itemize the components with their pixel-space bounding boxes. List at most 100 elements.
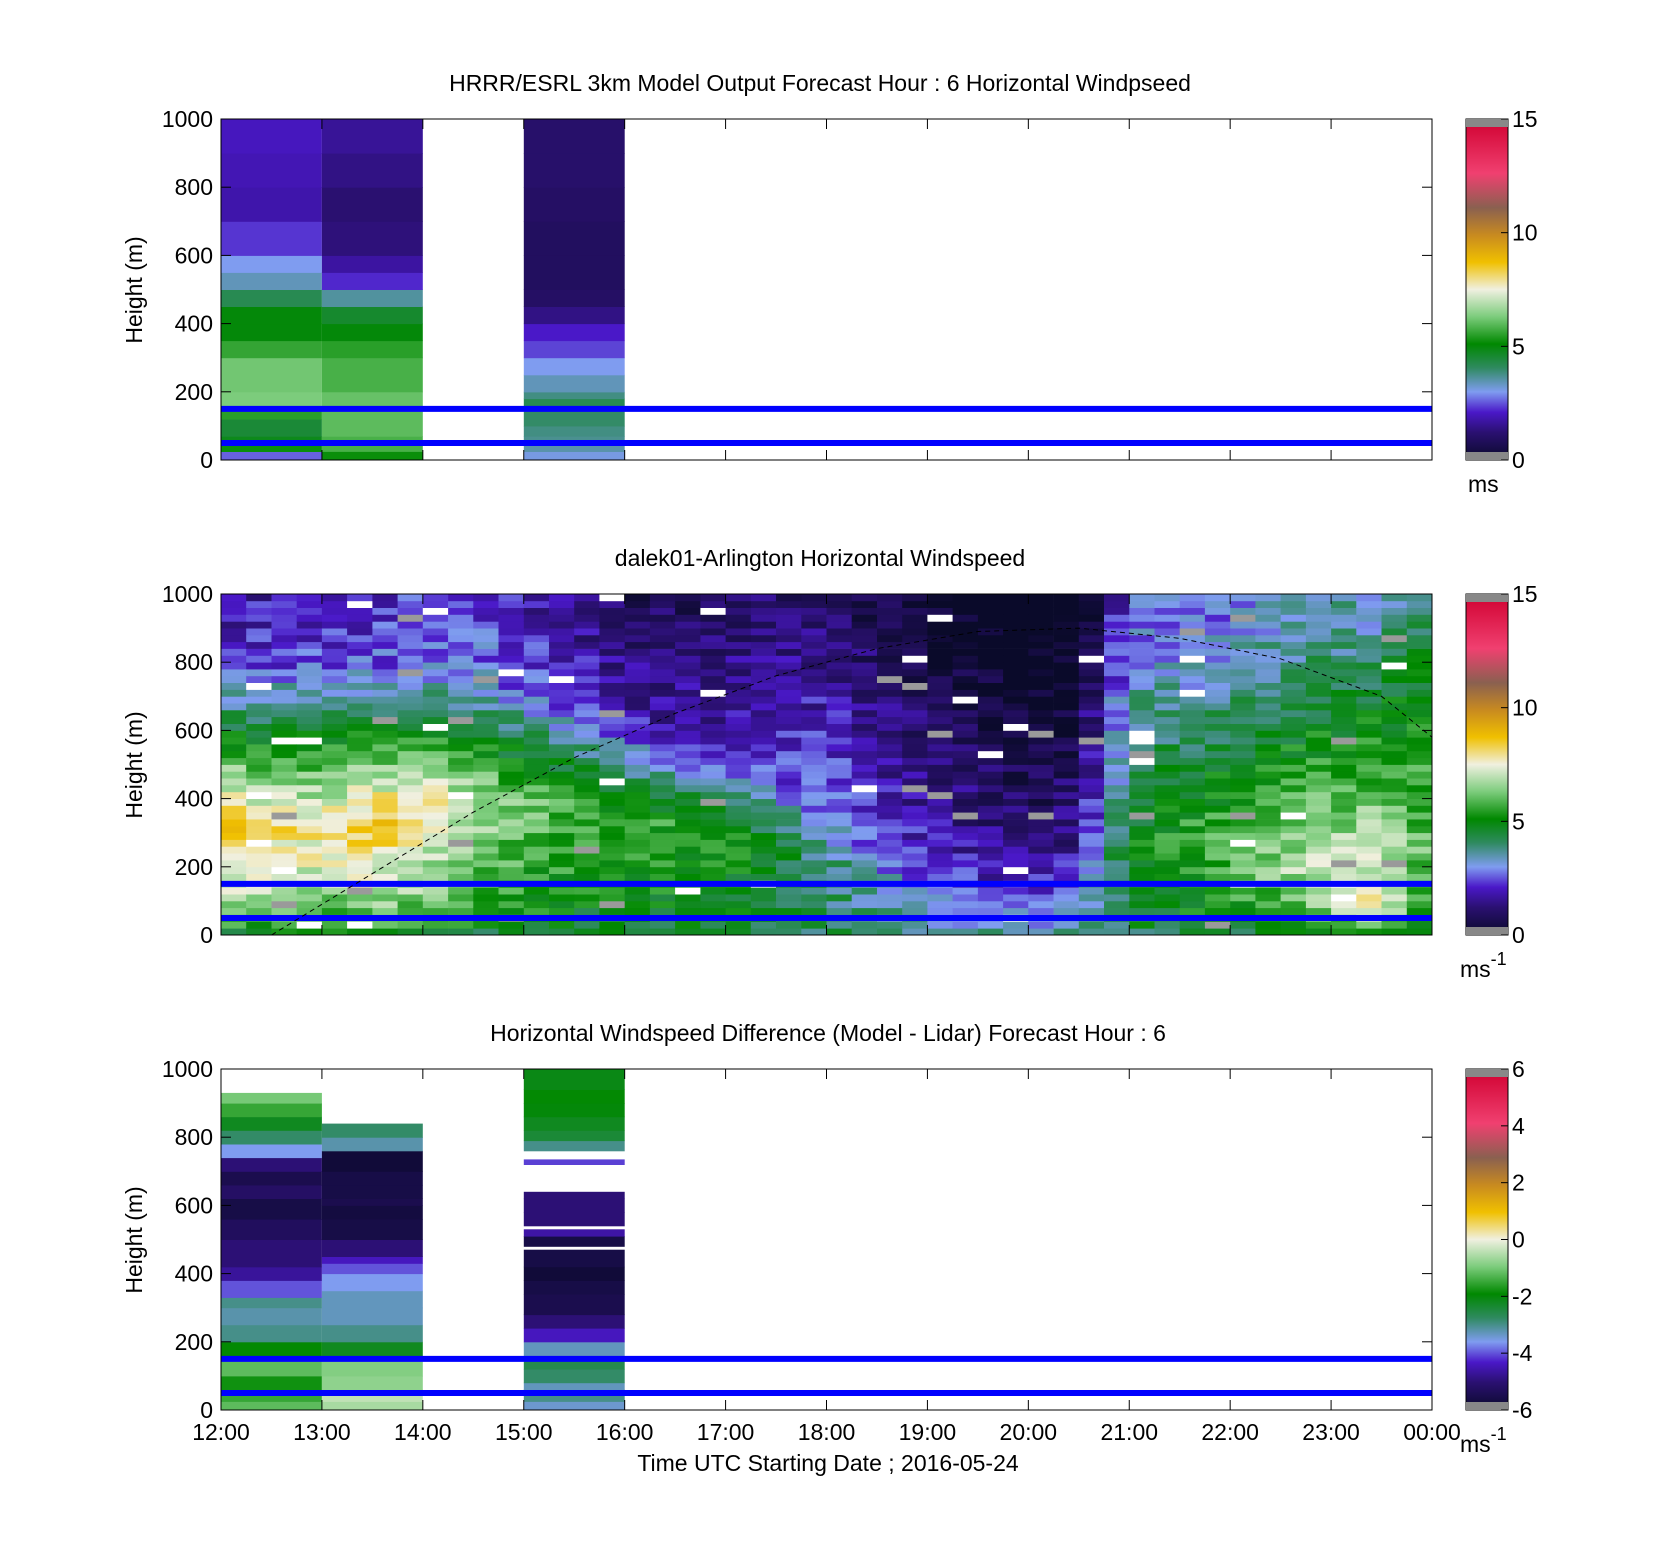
heatmap-cell xyxy=(321,846,348,854)
heatmap-cell xyxy=(498,641,525,649)
heatmap-cell xyxy=(776,730,802,738)
heatmap-cell xyxy=(498,675,525,683)
heatmap-cell xyxy=(1331,778,1357,786)
heatmap-cell xyxy=(1230,757,1256,765)
heatmap-cell xyxy=(523,425,625,437)
heatmap-cell xyxy=(1381,669,1408,677)
heatmap-cell xyxy=(1154,839,1181,847)
heatmap-cell xyxy=(776,825,802,834)
heatmap-cell xyxy=(1129,655,1155,663)
heatmap-cell xyxy=(498,832,525,840)
heatmap-cell xyxy=(725,907,752,915)
heatmap-cell xyxy=(523,600,550,608)
heatmap-cell xyxy=(927,894,953,902)
heatmap-cell xyxy=(246,873,272,881)
heatmap-cell xyxy=(624,621,651,629)
heatmap-cell xyxy=(1028,696,1054,704)
heatmap-cell xyxy=(1356,750,1382,759)
heatmap-cell xyxy=(801,641,827,649)
heatmap-cell xyxy=(523,398,625,410)
heatmap-cell xyxy=(1406,798,1433,806)
heatmap-cell xyxy=(422,778,449,786)
heatmap-cell xyxy=(1305,798,1332,806)
heatmap-cell xyxy=(826,894,853,902)
heatmap-cell xyxy=(624,730,651,738)
heatmap-cell xyxy=(321,696,348,704)
heatmap-cell xyxy=(1129,791,1155,799)
heatmap-cell xyxy=(246,846,272,854)
heatmap-cell xyxy=(498,689,525,697)
heatmap-cell xyxy=(1305,764,1332,772)
heatmap-cell xyxy=(347,771,373,779)
heatmap-cell xyxy=(675,853,701,861)
heatmap-cell xyxy=(523,1212,625,1227)
heatmap-cell xyxy=(321,1263,423,1275)
heatmap-cell xyxy=(776,866,802,874)
heatmap-cell xyxy=(271,730,298,738)
heatmap-cell xyxy=(851,641,878,649)
heatmap-cell xyxy=(851,716,878,724)
heatmap-cell xyxy=(1305,614,1332,622)
heatmap-cell xyxy=(473,675,499,683)
heatmap-cell xyxy=(1154,785,1181,793)
heatmap-cell xyxy=(927,853,953,861)
heatmap-cell xyxy=(952,819,979,827)
difference-colorbar-unit-exp: -1 xyxy=(1491,1424,1507,1444)
heatmap-cell xyxy=(649,757,676,765)
heatmap-cell xyxy=(599,709,625,718)
heatmap-cell xyxy=(675,873,701,881)
heatmap-cell xyxy=(523,907,550,915)
heatmap-cell xyxy=(1356,853,1382,861)
heatmap-cell xyxy=(422,716,449,724)
heatmap-cell xyxy=(725,655,752,663)
heatmap-cell xyxy=(1129,785,1155,793)
heatmap-cell xyxy=(1053,716,1080,724)
heatmap-cell xyxy=(221,1184,322,1199)
heatmap-cell xyxy=(1179,846,1206,854)
heatmap-cell xyxy=(700,600,726,608)
heatmap-cell xyxy=(1255,723,1281,731)
heatmap-cell xyxy=(1129,771,1155,779)
heatmap-cell xyxy=(851,887,878,895)
heatmap-cell xyxy=(321,764,348,772)
heatmap-cell xyxy=(599,778,625,786)
heatmap-cell xyxy=(221,894,247,902)
heatmap-cell xyxy=(221,785,247,793)
heatmap-cell xyxy=(1331,703,1357,711)
heatmap-cell xyxy=(649,594,676,602)
heatmap-cell xyxy=(776,900,802,909)
heatmap-cell xyxy=(649,648,676,656)
heatmap-cell xyxy=(1129,744,1155,752)
heatmap-cell xyxy=(321,648,348,656)
heatmap-cell xyxy=(1204,628,1231,636)
y-tick-label: 600 xyxy=(175,242,213,268)
heatmap-cell xyxy=(1406,921,1433,929)
heatmap-cell xyxy=(473,709,499,718)
colorbar-tick-label: 0 xyxy=(1512,447,1525,473)
heatmap-cell xyxy=(1078,887,1105,895)
heatmap-cell xyxy=(952,730,979,738)
heatmap-cell xyxy=(801,716,827,724)
heatmap-cell xyxy=(1104,621,1130,629)
heatmap-cell xyxy=(372,771,398,779)
heatmap-cell xyxy=(599,819,625,827)
heatmap-cell xyxy=(1331,764,1357,772)
heatmap-cell xyxy=(448,805,474,813)
heatmap-cell xyxy=(397,750,424,759)
heatmap-cell xyxy=(574,825,600,834)
model-colorbar-unit: ms xyxy=(1468,471,1499,497)
heatmap-cell xyxy=(221,607,247,615)
heatmap-cell xyxy=(321,607,348,615)
heatmap-cell xyxy=(372,682,398,690)
heatmap-cell xyxy=(422,682,449,690)
heatmap-cell xyxy=(927,600,953,608)
heatmap-cell xyxy=(473,634,499,643)
heatmap-cell xyxy=(1255,839,1281,847)
heatmap-cell xyxy=(246,655,272,663)
heatmap-cell xyxy=(700,696,726,704)
heatmap-cell xyxy=(725,785,752,793)
heatmap-cell xyxy=(952,771,979,779)
heatmap-cell xyxy=(1331,825,1357,834)
heatmap-cell xyxy=(372,825,398,834)
heatmap-cell xyxy=(700,785,726,793)
